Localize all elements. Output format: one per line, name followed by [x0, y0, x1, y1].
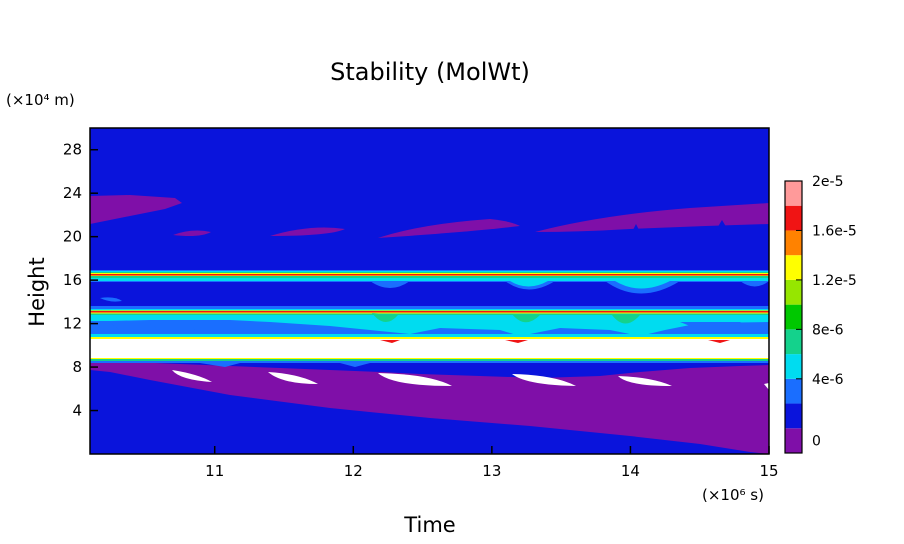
colorbar-swatch: [785, 428, 802, 453]
colorbar-swatch: [785, 279, 802, 305]
colorbar: 2e-5 1.6e-5 1.2e-5 8e-6 4e-6 0: [784, 174, 857, 454]
colorbar-swatch: [785, 205, 802, 231]
blue-notch: [716, 220, 728, 230]
y-tick-label: 24: [63, 184, 82, 202]
y-axis: 4 8 12 16 20 24 28: [63, 141, 98, 420]
chart-title: Stability (MolWt): [330, 58, 530, 86]
layer-16-red: [90, 274, 769, 276]
purple-patch-3: [378, 219, 520, 238]
y-tick-label: 4: [72, 402, 82, 420]
colorbar-frame: [784, 180, 803, 454]
layer-11-edge-bottom: [90, 359, 769, 361]
layer-11-edge-bottom: [90, 358, 769, 359]
layer-11-white: [90, 339, 769, 358]
x-unit-label: (×10⁶ s): [702, 486, 764, 504]
y-tick-label: 20: [63, 228, 82, 246]
colorbar-label: 4e-6: [812, 372, 844, 388]
colorbar-swatch: [785, 230, 802, 256]
colorbar-label: 8e-6: [812, 322, 844, 338]
layer-13-cyan: [90, 309, 769, 336]
colorbar-label: 1.2e-5: [812, 273, 857, 289]
white-lens-5: [618, 376, 672, 386]
purple-patch-4: [535, 203, 769, 232]
layer-11-edge-bottom: [90, 361, 769, 363]
white-lens-2: [268, 372, 318, 384]
layer-8-blue: [200, 363, 370, 367]
x-tick-label: 14: [621, 462, 640, 480]
layer-16-bump: [100, 297, 122, 302]
colorbar-label: 2e-5: [812, 174, 843, 190]
colorbar-swatch: [785, 378, 802, 404]
colorbar-swatch: [785, 181, 802, 206]
y-tick-label: 8: [72, 358, 82, 376]
layer-13-red: [90, 311, 769, 313]
layer-16-dip-cyan: [510, 281, 670, 289]
layer-11-edge-top: [90, 334, 769, 337]
y-unit-label: (×10⁴ m): [6, 91, 75, 109]
y-tick-label: 12: [63, 315, 82, 333]
white-lens-4: [512, 374, 576, 386]
layer-13-blue: [110, 322, 760, 331]
colorbar-swatch: [785, 255, 802, 280]
y-tick-label: 28: [63, 141, 82, 159]
x-axis-label: Time: [403, 513, 455, 537]
white-lens-3: [378, 373, 452, 386]
heatmap-field: [90, 128, 769, 454]
y-tick-label: 16: [63, 271, 82, 289]
colorbar-swatch: [785, 403, 802, 429]
x-tick-label: 13: [482, 462, 501, 480]
colorbar-swatch: [785, 354, 802, 379]
layer-11-white: [90, 337, 769, 339]
purple-patch-2: [270, 227, 345, 236]
x-tick-label: 15: [759, 462, 778, 480]
blue-notch: [628, 224, 644, 240]
y-axis-label: Height: [25, 257, 49, 326]
x-tick-label: 11: [205, 462, 224, 480]
white-lens-6: [764, 383, 769, 390]
layer-16-dip: [370, 281, 769, 294]
low-region-bottom: [90, 362, 769, 454]
plot-frame: [89, 127, 770, 455]
purple-patch-upper-left: [90, 195, 182, 224]
colorbar-label: 1.6e-5: [812, 223, 857, 239]
white-lens-1: [172, 370, 212, 382]
x-axis: 11 12 13 14 15: [205, 446, 779, 480]
colorbar-swatch: [785, 329, 802, 355]
colorbar-label: 0: [812, 434, 821, 450]
purple-patch-1: [173, 230, 211, 236]
colorbar-swatch: [785, 304, 802, 330]
x-tick-label: 12: [344, 462, 363, 480]
